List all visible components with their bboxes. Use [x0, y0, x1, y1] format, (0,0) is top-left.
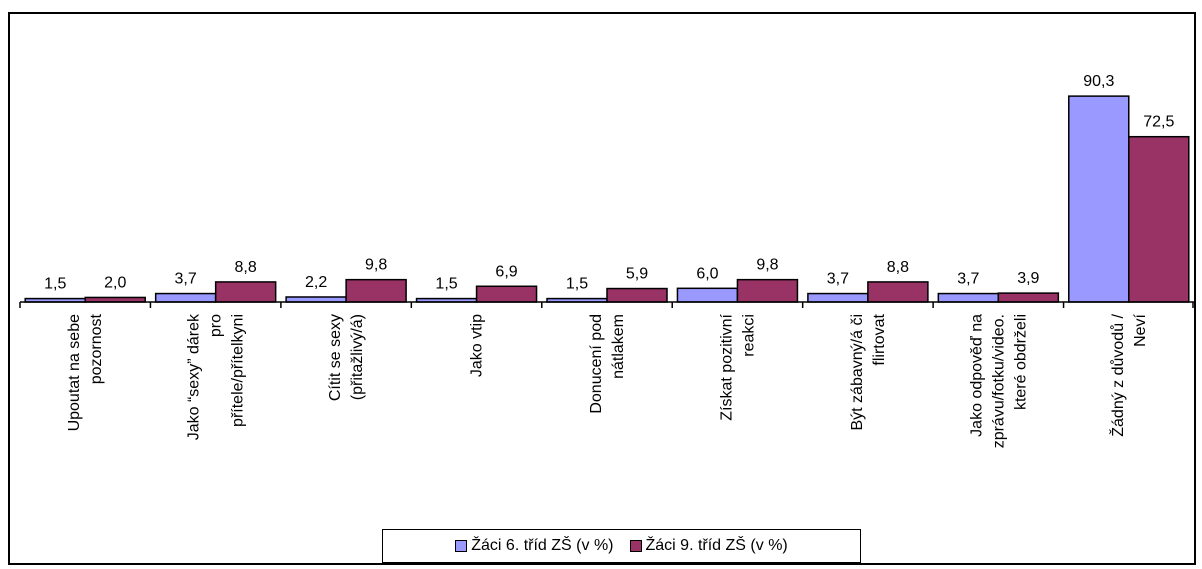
legend-label-9: Žáci 9. tříd ZŠ (v %) — [645, 537, 788, 554]
value-label-6-odpoved: 3,7 — [957, 271, 979, 288]
value-label-6-citit-se-sexy: 2,2 — [305, 274, 327, 291]
bar-9-sexy-darek — [214, 281, 277, 303]
legend-label-6: Žáci 6. tříd ZŠ (v %) — [471, 537, 614, 554]
category-label-upoutat: Upoutat na sebe pozornost — [66, 313, 105, 431]
legend-item-6: Žáci 6. tříd ZŠ (v %) — [455, 537, 614, 555]
legend-swatch-6 — [455, 540, 468, 552]
category-label-odpoved: Jako odpověď na zprávu/fotku/video. které … — [968, 314, 1029, 448]
value-label-9-pozitivni-reakce: 9,8 — [756, 257, 778, 274]
legend-swatch-9 — [629, 540, 642, 552]
value-label-6-vtip: 1,5 — [435, 276, 457, 293]
bar-9-odpoved — [997, 292, 1060, 303]
chart-frame: 1,5 2,0 Upoutat na sebe pozornost 3,7 8,8 Jako… — [8, 12, 1196, 565]
value-label-6-pozitivni-reakce: 6,0 — [696, 265, 718, 282]
value-label-9-upoutat: 2,0 — [104, 274, 126, 291]
value-label-6-sexy-darek: 3,7 — [175, 271, 197, 288]
bar-6-flirtovat — [807, 292, 869, 303]
value-label-6-flirtovat: 3,7 — [827, 271, 849, 288]
bar-6-sexy-darek — [154, 292, 217, 303]
bar-chart: 1,5 2,0 Upoutat na sebe pozornost 3,7 8,8 Jako… — [19, 73, 1194, 448]
value-label-6-donuceni: 1,5 — [566, 276, 588, 293]
legend-item-9: Žáci 9. tříd ZŠ (v %) — [629, 537, 788, 555]
bar-6-pozitivni-reakce — [676, 287, 739, 303]
bar-9-donuceni — [606, 287, 668, 303]
value-label-9-vtip: 6,9 — [495, 263, 517, 280]
bar-9-vtip — [475, 285, 538, 303]
category-label-citit-se-sexy: Cítit se sexy (přitažlivý/á) — [327, 314, 366, 401]
bar-6-odpoved — [937, 292, 1000, 303]
category-label-zadny-duvod: Žádný z důvodů / Neví — [1108, 313, 1149, 436]
value-label-6-upoutat: 1,5 — [44, 276, 66, 293]
value-label-9-zadny-duvod: 72,5 — [1143, 114, 1174, 131]
category-label-sexy-darek: Jako “sexy” dárek pro přítele/přítelkyni — [186, 313, 247, 440]
bar-6-citit-se-sexy — [285, 296, 347, 303]
category-label-flirtovat: Být zábavný/á či flirtovat — [849, 313, 888, 430]
value-label-9-odpoved: 3,9 — [1017, 270, 1039, 287]
value-label-9-sexy-darek: 8,8 — [235, 259, 257, 276]
chart-legend: Žáci 6. tříd ZŠ (v %) Žáci 9. tříd ZŠ (v… — [382, 529, 861, 563]
value-label-9-flirtovat: 8,8 — [887, 259, 909, 276]
bar-9-zadny-duvod — [1128, 135, 1190, 303]
bar-6-zadny-duvod — [1068, 95, 1130, 303]
value-label-9-citit-se-sexy: 9,8 — [365, 257, 387, 274]
category-label-pozitivni-reakce: Získat pozitivní reakci — [718, 313, 757, 420]
category-label-donuceni: Donucení pod nátlakem — [588, 314, 627, 414]
bar-9-pozitivni-reakce — [736, 278, 799, 303]
category-label-vtip: Jako vtip — [469, 314, 486, 377]
bar-9-citit-se-sexy — [345, 278, 407, 303]
bar-9-flirtovat — [867, 281, 929, 303]
value-label-6-zadny-duvod: 90,3 — [1083, 73, 1114, 90]
value-label-9-donuceni: 5,9 — [626, 266, 648, 283]
